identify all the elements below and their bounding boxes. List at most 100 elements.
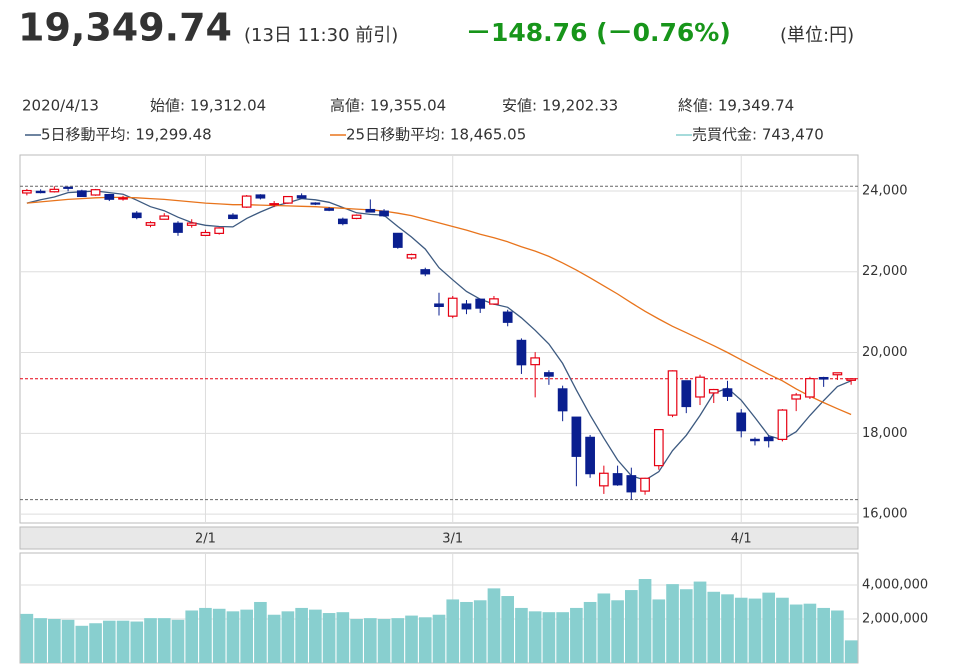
- candle-body: [516, 339, 527, 366]
- volume-bar: [281, 611, 295, 663]
- candle-body: [49, 188, 60, 193]
- volume-bar: [309, 609, 322, 663]
- volume-bar: [391, 618, 405, 663]
- candle-body: [365, 208, 376, 213]
- legend-label: 25日移動平均: 18,465.05: [346, 126, 526, 144]
- y-tick-label: 16,000: [862, 507, 908, 522]
- x-tick-label: 2/1: [195, 532, 216, 547]
- volume-bar: [542, 612, 556, 663]
- candle-body: [805, 378, 815, 398]
- volume-bar: [48, 618, 61, 663]
- volume-bar: [734, 597, 748, 663]
- volume-bar: [789, 604, 803, 663]
- candle-body: [475, 298, 486, 309]
- volume-bar: [776, 597, 789, 663]
- volume-bar: [707, 591, 721, 663]
- candle-body: [777, 409, 788, 440]
- y-tick-label: 18,000: [862, 426, 908, 441]
- volume-bar: [583, 601, 597, 663]
- volume-bar: [803, 603, 817, 663]
- candle-body: [598, 472, 609, 487]
- candle-body: [434, 303, 444, 308]
- price: 19,349.74: [18, 6, 232, 50]
- candle-body: [269, 203, 280, 206]
- volume-bar: [460, 601, 473, 663]
- candle-body: [255, 194, 266, 199]
- volume-bar: [199, 607, 212, 663]
- volume-bar: [61, 619, 75, 663]
- price-frame: [19, 154, 859, 524]
- volume-bar: [693, 581, 707, 663]
- volume-bar: [350, 618, 363, 663]
- volume-bar: [473, 600, 487, 663]
- candle-body: [640, 477, 650, 492]
- ma-line: [26, 190, 852, 481]
- unit: (単位:円): [780, 25, 854, 46]
- volume-bar: [267, 614, 281, 663]
- volume-bar: [625, 590, 638, 663]
- candle-body: [502, 311, 513, 323]
- candle-body: [283, 195, 293, 204]
- candle-body: [118, 197, 128, 200]
- volume-bar: [20, 613, 34, 663]
- y-tick-label: 22,000: [862, 264, 908, 279]
- volume-bar: [515, 607, 528, 663]
- volume-bar: [185, 610, 199, 663]
- x-tick-label: 3/1: [442, 532, 463, 547]
- candle-body: [228, 214, 238, 220]
- candle-body: [104, 193, 115, 200]
- candle-body: [653, 429, 664, 467]
- volume-bar: [597, 593, 611, 663]
- volume-bar: [831, 610, 844, 663]
- candle-body: [379, 210, 389, 217]
- volume-bar: [254, 601, 267, 663]
- candle-body: [585, 436, 595, 475]
- volume-bar: [171, 619, 185, 663]
- volume-bar: [652, 599, 666, 663]
- y-tick-label: 4,000,000: [862, 577, 928, 592]
- volume-bar: [89, 623, 102, 663]
- candle-body: [461, 303, 472, 310]
- volume-bar: [418, 617, 432, 663]
- ohlc-info: 始値: 19,312.04: [150, 97, 266, 115]
- candle-body: [35, 190, 46, 194]
- candle-body: [76, 190, 87, 198]
- candle-body: [310, 202, 321, 205]
- volume-bar: [817, 607, 830, 663]
- candle-body: [90, 189, 101, 196]
- volume-bar: [377, 618, 391, 663]
- candle-body: [763, 436, 774, 442]
- y-tick-label: 24,000: [862, 183, 908, 198]
- volume-bar: [748, 598, 762, 663]
- candle-body: [241, 195, 252, 208]
- candle-body: [832, 372, 843, 376]
- volume-bar: [336, 612, 350, 663]
- candle-body: [186, 222, 197, 226]
- volume-bar: [157, 618, 171, 663]
- candle-body: [818, 376, 829, 380]
- ohlc-info: 高値: 19,355.04: [330, 97, 446, 115]
- volume-bar: [556, 612, 569, 663]
- legend-label: 売買代金: 743,470: [692, 126, 824, 144]
- ohlc-info: 安値: 19,202.33: [502, 97, 618, 115]
- ohlc-info: 終値: 19,349.74: [678, 97, 794, 115]
- candle-body: [145, 222, 156, 226]
- candle-body: [296, 195, 307, 199]
- change: －148.76 (－0.76%): [466, 18, 731, 47]
- volume-bar: [226, 611, 240, 663]
- volume-bar: [844, 640, 858, 663]
- volume-bar: [638, 579, 652, 663]
- candle-body: [406, 253, 417, 259]
- volume-bar: [295, 607, 308, 663]
- volume-bar: [212, 608, 226, 663]
- candle-body: [351, 214, 362, 220]
- date: 2020/4/13: [22, 97, 99, 115]
- candle-body: [557, 388, 568, 412]
- x-axis-band: [19, 526, 859, 550]
- candle-body: [626, 475, 637, 493]
- volume-bar: [611, 600, 624, 663]
- volume-bar: [762, 592, 776, 663]
- candle-body: [337, 218, 348, 225]
- candle-body: [846, 378, 856, 381]
- volume-bar: [679, 589, 693, 663]
